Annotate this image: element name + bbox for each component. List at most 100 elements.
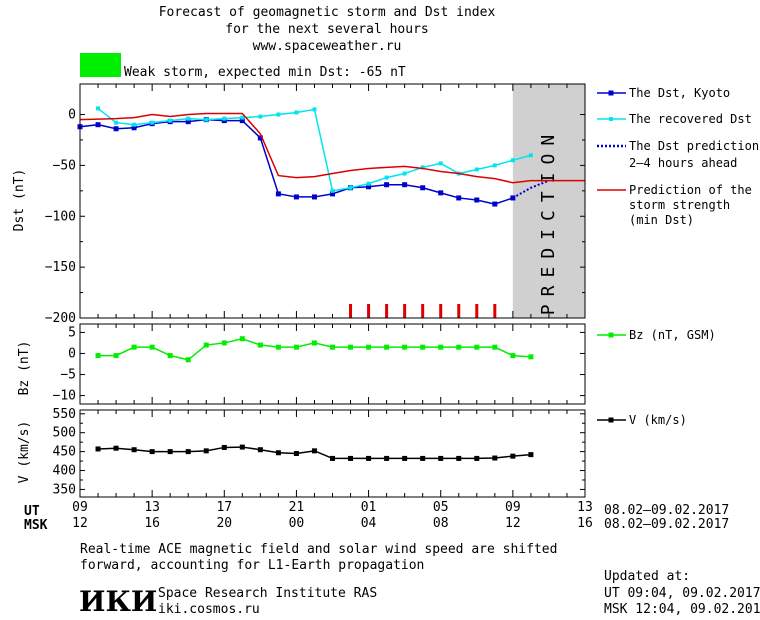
legend-speed: V (km/s)	[629, 413, 687, 427]
ut-date-range: 08.02–09.02.2017	[604, 503, 729, 518]
bz-point	[330, 344, 335, 350]
dst-kyoto-point	[185, 119, 191, 125]
dst-kyoto-point	[438, 190, 444, 196]
speed-point	[185, 449, 191, 455]
bz-point	[510, 353, 516, 359]
ut-tick-label: 05	[433, 500, 449, 515]
bz-point	[384, 344, 390, 350]
y-tick-label: −100	[45, 209, 76, 224]
y-tick-label: 0	[68, 108, 76, 123]
dst-kyoto-point	[366, 184, 372, 190]
source-url[interactable]: www.spaceweather.ru	[253, 39, 402, 54]
recovered-dst-point	[348, 185, 353, 190]
ut-tick-label: 09	[72, 500, 88, 515]
recovered-dst-point	[114, 120, 119, 125]
recovered-dst-point	[528, 153, 533, 158]
msk-tick-label: 20	[216, 516, 232, 531]
bz-point	[402, 344, 408, 350]
chart-title: Forecast of geomagnetic storm and Dst in…	[159, 5, 496, 20]
legend-dst-kyoto: The Dst, Kyoto	[629, 86, 730, 100]
bz-point	[311, 340, 317, 346]
recovered-dst-point	[258, 114, 263, 119]
y-tick-label: 550	[53, 407, 76, 422]
msk-axis-label: MSK	[24, 518, 48, 533]
dst-axis-label: Dst (nT)	[12, 169, 27, 232]
recovered-dst-point	[132, 122, 137, 127]
bz-point	[167, 353, 173, 359]
recovered-dst-point	[384, 175, 389, 180]
dst-kyoto-point	[311, 194, 317, 200]
legend-prediction-line1: The Dst prediction	[629, 139, 759, 153]
speed-point	[311, 448, 317, 454]
ut-tick-label: 13	[144, 500, 160, 515]
speed-point	[131, 447, 137, 453]
legend-prediction-line2: 2–4 hours ahead	[629, 156, 737, 170]
ut-axis-label: UT	[24, 504, 40, 519]
footnote-line2: forward, accounting for L1-Earth propaga…	[80, 558, 424, 573]
panel-frame	[79, 409, 586, 498]
speed-point	[348, 455, 354, 461]
y-tick-label: 350	[53, 482, 76, 497]
legend-recovered-sample-marker	[609, 117, 613, 121]
y-tick-label: 5	[68, 325, 76, 340]
updated-label: Updated at:	[604, 569, 690, 584]
speed-point	[113, 445, 119, 451]
ut-tick-label: 17	[216, 500, 232, 515]
panel-frame	[79, 83, 586, 319]
institute-site[interactable]: iki.cosmos.ru	[158, 602, 260, 617]
bz-panel: 5 0 −5 −10	[53, 323, 586, 405]
bz-point	[275, 344, 281, 350]
bz-point	[293, 344, 299, 350]
bz-point	[257, 342, 263, 348]
ut-tick-label: 13	[577, 500, 593, 515]
prediction-band-label: PREDICTION	[538, 127, 559, 315]
speed-point	[402, 455, 408, 461]
recovered-dst-point	[294, 110, 299, 115]
speed-point	[293, 451, 299, 456]
dst-kyoto-point	[492, 201, 498, 207]
y-tick-label: −150	[45, 260, 76, 275]
storm-status-text: Weak storm, expected min Dst: -65 nT	[124, 65, 406, 80]
recovered-dst-point	[222, 116, 227, 121]
recovered-dst-point	[312, 107, 317, 112]
msk-tick-label: 16	[144, 516, 160, 531]
msk-tick-label: 12	[72, 516, 88, 531]
dst-kyoto-point	[420, 185, 426, 191]
dst-kyoto-point	[474, 197, 480, 203]
legend-dst-kyoto-sample-marker	[608, 90, 614, 96]
dst-prediction-line	[512, 179, 550, 199]
bz-point	[113, 353, 119, 359]
speed-point	[384, 455, 390, 461]
bz-point	[474, 344, 480, 350]
y-tick-label: 0	[68, 346, 76, 361]
recovered-dst-point	[150, 120, 155, 125]
institute-name: Space Research Institute RAS	[158, 586, 377, 601]
legend-recovered-dst: The recovered Dst	[629, 112, 752, 126]
recovered-dst-point	[420, 165, 425, 170]
y-tick-label: −5	[60, 368, 76, 383]
dst-kyoto-point	[456, 195, 462, 201]
y-tick-label: 500	[53, 426, 76, 441]
legend: The Dst, Kyoto The recovered Dst The Dst…	[597, 86, 759, 427]
ut-tick-label: 09	[505, 500, 521, 515]
panel-frame	[79, 323, 586, 405]
dst-kyoto-point	[257, 135, 263, 141]
speed-point	[330, 455, 335, 461]
speed-point	[366, 455, 372, 461]
dst-kyoto-point	[293, 194, 299, 200]
speed-point	[456, 455, 462, 461]
recovered-dst-point	[186, 116, 191, 121]
bz-point	[438, 344, 444, 350]
speed-point	[95, 446, 101, 452]
y-tick-label: 450	[53, 445, 76, 460]
chart-subtitle: for the next several hours	[225, 22, 429, 37]
updated-ut: UT 09:04, 09.02.2017	[604, 586, 760, 601]
bz-point	[221, 340, 227, 346]
y-tick-label: −50	[53, 158, 76, 173]
dst-kyoto-point	[239, 118, 245, 124]
bz-point	[185, 357, 191, 363]
dst-kyoto-point	[330, 191, 335, 197]
recovered-dst-point	[96, 106, 101, 111]
